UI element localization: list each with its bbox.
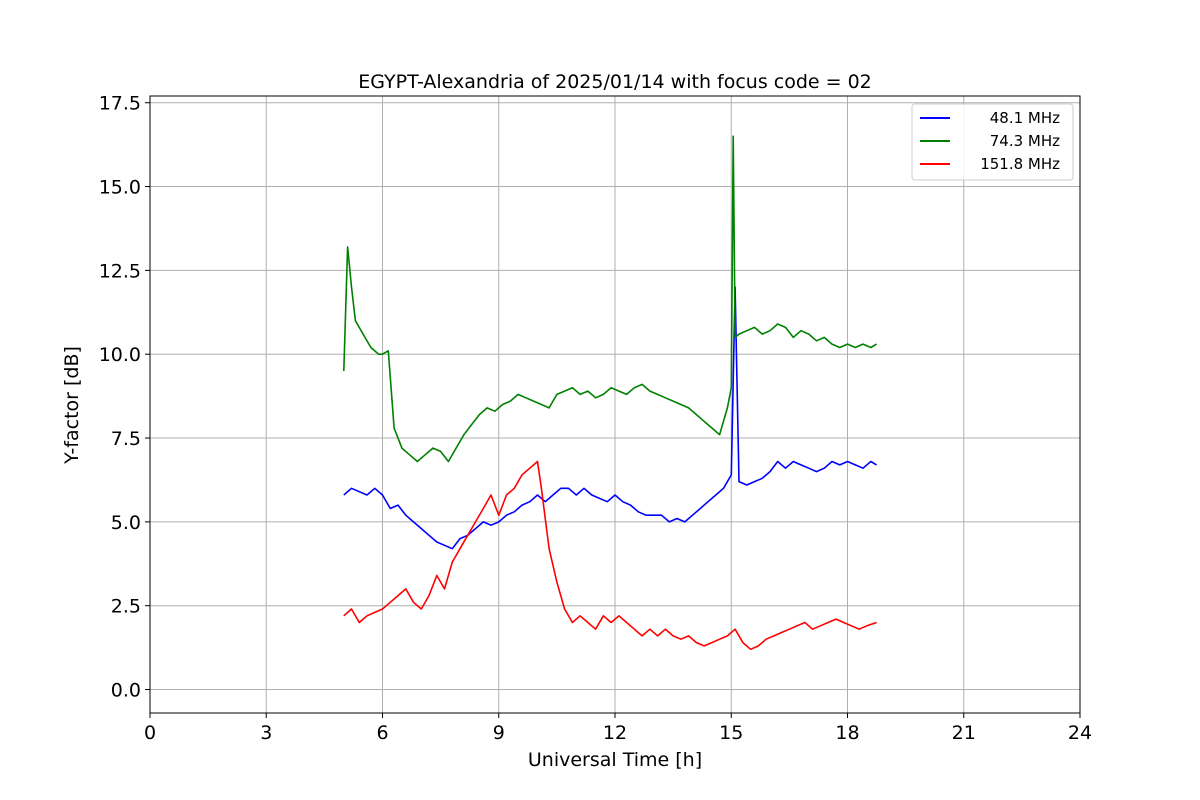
series-layer [343, 135, 878, 651]
x-tick-label: 15 [719, 722, 743, 744]
x-tick-label: 3 [260, 722, 272, 744]
legend-label: 151.8 MHz [980, 155, 1060, 173]
y-tick-label: 15.0 [99, 177, 141, 199]
series-line-1 [343, 135, 878, 463]
x-tick-label: 0 [144, 722, 156, 744]
series-line-0 [343, 286, 878, 550]
legend-label: 74.3 MHz [990, 132, 1060, 150]
y-tick-label: 10.0 [99, 344, 141, 366]
y-axis: 0.0 2.5 5.0 7.5 10.0 12.5 15.0 17.5 [99, 93, 150, 702]
legend: 48.1 MHz 74.3 MHz 151.8 MHz [911, 103, 1074, 181]
x-tick-label: 21 [952, 722, 976, 744]
y-tick-label: 2.5 [111, 596, 141, 618]
x-tick-label: 12 [603, 722, 627, 744]
y-tick-label: 7.5 [111, 428, 141, 450]
legend-label: 48.1 MHz [990, 109, 1060, 127]
y-tick-label: 17.5 [99, 93, 141, 115]
x-tick-label: 6 [376, 722, 388, 744]
legend-box [911, 103, 1074, 181]
x-axis: 0 3 6 9 12 15 18 21 24 [144, 713, 1092, 744]
x-tick-label: 18 [835, 722, 859, 744]
y-axis-label: Y-factor [dB] [61, 346, 83, 465]
y-tick-label: 12.5 [99, 260, 141, 282]
x-tick-label: 24 [1068, 722, 1092, 744]
y-tick-label: 0.0 [111, 680, 141, 702]
y-tick-label: 5.0 [111, 512, 141, 534]
chart-title: EGYPT-Alexandria of 2025/01/14 with focu… [358, 71, 872, 93]
series-line-2 [343, 460, 877, 651]
x-tick-label: 9 [493, 722, 505, 744]
grid [149, 96, 1081, 713]
x-axis-label: Universal Time [h] [528, 749, 702, 771]
